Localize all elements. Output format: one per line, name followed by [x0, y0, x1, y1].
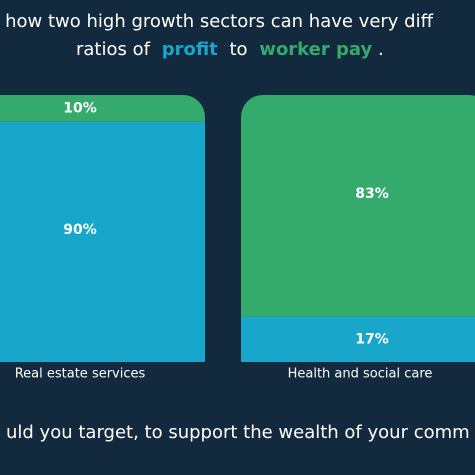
value-label: 83% — [355, 186, 389, 202]
title-part: ratios of — [76, 39, 151, 60]
value-label: 10% — [63, 100, 97, 116]
category-label: Real estate services — [15, 367, 146, 382]
title-part: . — [378, 39, 384, 60]
title-line2: ratios of profit to worker pay . — [76, 39, 384, 60]
bar-segment — [0, 121, 205, 362]
title-line1: r how two high growth sectors can have v… — [0, 11, 434, 32]
value-label: 90% — [63, 222, 97, 238]
bar-group — [241, 95, 475, 362]
footer: uld you target, to support the wealth of… — [6, 422, 470, 443]
bar-group — [0, 95, 205, 362]
bar-segment — [0, 95, 205, 122]
title-part: worker pay — [259, 39, 372, 60]
category-label: Health and social care — [288, 367, 433, 382]
title-part: to — [230, 39, 248, 60]
bar-segment — [241, 95, 475, 317]
title-part: profit — [162, 39, 218, 60]
value-label: 17% — [355, 331, 389, 347]
bar-segment — [241, 316, 475, 362]
